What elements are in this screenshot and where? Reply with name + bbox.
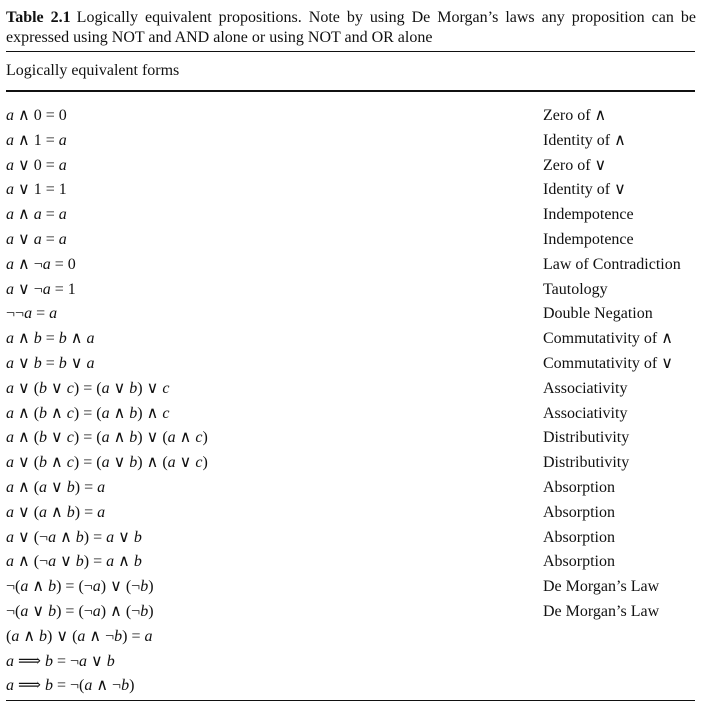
- table-row: a ∧ b = b ∧ a Commutativity of ∧: [0, 327, 713, 352]
- formula-cell: (a ∧ b) ∨ (a ∧ ¬b) = a: [6, 627, 153, 645]
- formula-cell: a ∨ b = b ∨ a: [6, 354, 95, 372]
- table-row: a ∨ a = a Indempotence: [0, 228, 713, 253]
- formula-cell: a ∨ 1 = 1: [6, 181, 67, 199]
- formula-cell: a ∧ (b ∨ c) = (a ∧ b) ∨ (a ∧ c): [6, 429, 208, 447]
- law-name-cell: Commutativity of ∨: [543, 354, 673, 372]
- law-name-cell: Indempotence: [543, 230, 634, 248]
- formula-cell: a ∧ 0 = 0: [6, 107, 67, 124]
- law-name-cell: Zero of ∨: [543, 156, 607, 174]
- table-row: ¬¬a = a Double Negation: [0, 302, 713, 327]
- table-top-rule: [6, 51, 695, 52]
- law-name-cell: Absorption: [543, 503, 615, 521]
- formula-cell: a ∨ (b ∨ c) = (a ∨ b) ∨ c: [6, 379, 170, 397]
- formula-cell: ¬(a ∨ b) = (¬a) ∧ (¬b): [6, 602, 154, 620]
- law-name-cell: Law of Contradiction: [543, 255, 681, 273]
- table-row: a ∨ 1 = 1 Identity of ∨: [0, 178, 713, 203]
- formula-cell: a ⟹ b = ¬a ∨ b: [6, 652, 115, 670]
- law-name-cell: Associativity: [543, 404, 628, 422]
- formula-cell: a ∧ ¬a = 0: [6, 255, 76, 273]
- table-row: a ∨ (¬a ∧ b) = a ∨ b Absorption: [0, 526, 713, 551]
- table-caption-label: Table 2.1: [6, 9, 71, 26]
- table-row: a ∨ 0 = a Zero of ∨: [0, 154, 713, 179]
- table-header-rule: [6, 90, 695, 92]
- formula-cell: a ∧ 1 = a: [6, 131, 67, 149]
- table-row: a ∨ (b ∧ c) = (a ∨ b) ∧ (a ∨ c) Distribut…: [0, 451, 713, 476]
- law-name-cell: Distributivity: [543, 429, 630, 447]
- law-name-cell: Distributivity: [543, 454, 630, 472]
- formula-cell: a ∧ (b ∧ c) = (a ∧ b) ∧ c: [6, 404, 170, 422]
- law-name-cell: De Morgan’s Law: [543, 602, 660, 620]
- formula-cell: ¬(a ∧ b) = (¬a) ∨ (¬b): [6, 578, 154, 596]
- table-row: a ⟹ b = ¬(a ∧ ¬b): [0, 674, 713, 699]
- formula-cell: a ∨ (¬a ∧ b) = a ∨ b: [6, 528, 142, 546]
- law-name-cell: Tautology: [543, 280, 608, 298]
- formula-cell: a ⟹ b = ¬(a ∧ ¬b): [6, 677, 135, 695]
- formula-cell: a ∧ a = a: [6, 206, 67, 224]
- table-row: a ∨ (a ∧ b) = a Absorption: [0, 501, 713, 526]
- law-name-cell: Commutativity of ∧: [543, 330, 673, 348]
- table-row: (a ∧ b) ∨ (a ∧ ¬b) = a: [0, 625, 713, 650]
- table-row: a ∧ 0 = 0 Zero of ∧: [0, 104, 713, 129]
- formula-cell: a ∨ (a ∧ b) = a: [6, 503, 106, 521]
- law-name-cell: Identity of ∨: [543, 181, 626, 199]
- table-row: ¬(a ∨ b) = (¬a) ∧ (¬b) De Morgan’s Law: [0, 600, 713, 625]
- table-row: a ∧ 1 = a Identity of ∧: [0, 129, 713, 154]
- formula-cell: a ∨ a = a: [6, 230, 67, 248]
- formula-cell: a ∨ (b ∧ c) = (a ∨ b) ∧ (a ∨ c): [6, 454, 208, 472]
- table-caption-text: Logically equivalent propositions. Note …: [6, 9, 696, 46]
- table-row: a ∧ (¬a ∨ b) = a ∧ b Absorption: [0, 550, 713, 575]
- law-name-cell: Identity of ∧: [543, 131, 626, 149]
- table-body: a ∧ 0 = 0 Zero of ∧ a ∧ 1 = a Identity of ∧…: [0, 104, 713, 699]
- law-name-cell: De Morgan’s Law: [543, 578, 660, 596]
- table-row: a ∨ b = b ∨ a Commutativity of ∨: [0, 352, 713, 377]
- formula-cell: a ∨ ¬a = 1: [6, 280, 76, 298]
- table-row: a ∧ (b ∧ c) = (a ∧ b) ∧ c Associativity: [0, 402, 713, 427]
- formula-cell: a ∨ 0 = a: [6, 156, 67, 174]
- formula-cell: a ∧ (¬a ∨ b) = a ∧ b: [6, 553, 142, 571]
- formula-cell: ¬¬a = a: [6, 305, 58, 323]
- table-row: a ∨ (b ∨ c) = (a ∨ b) ∨ c Associativity: [0, 377, 713, 402]
- table-row: a ∧ a = a Indempotence: [0, 203, 713, 228]
- law-name-cell: Zero of ∧: [543, 107, 607, 124]
- table-column-header: Logically equivalent forms: [6, 62, 180, 79]
- law-name-cell: Absorption: [543, 478, 615, 496]
- law-name-cell: Absorption: [543, 528, 615, 546]
- law-name-cell: Absorption: [543, 553, 615, 571]
- law-name-cell: Indempotence: [543, 206, 634, 224]
- table-bottom-rule: [6, 700, 695, 701]
- table-row: a ∨ ¬a = 1 Tautology: [0, 278, 713, 303]
- law-name-cell: Double Negation: [543, 305, 653, 323]
- table-row: a ∧ ¬a = 0 Law of Contradiction: [0, 253, 713, 278]
- table-row: a ⟹ b = ¬a ∨ b: [0, 650, 713, 675]
- table-row: ¬(a ∧ b) = (¬a) ∨ (¬b) De Morgan’s Law: [0, 575, 713, 600]
- law-name-cell: Associativity: [543, 379, 628, 397]
- table-caption: Table 2.1 Logically equivalent propositio…: [6, 8, 696, 48]
- table-row: a ∧ (b ∨ c) = (a ∧ b) ∨ (a ∧ c) Distribut…: [0, 426, 713, 451]
- formula-cell: a ∧ (a ∨ b) = a: [6, 478, 106, 496]
- formula-cell: a ∧ b = b ∧ a: [6, 330, 95, 348]
- table-row: a ∧ (a ∨ b) = a Absorption: [0, 476, 713, 501]
